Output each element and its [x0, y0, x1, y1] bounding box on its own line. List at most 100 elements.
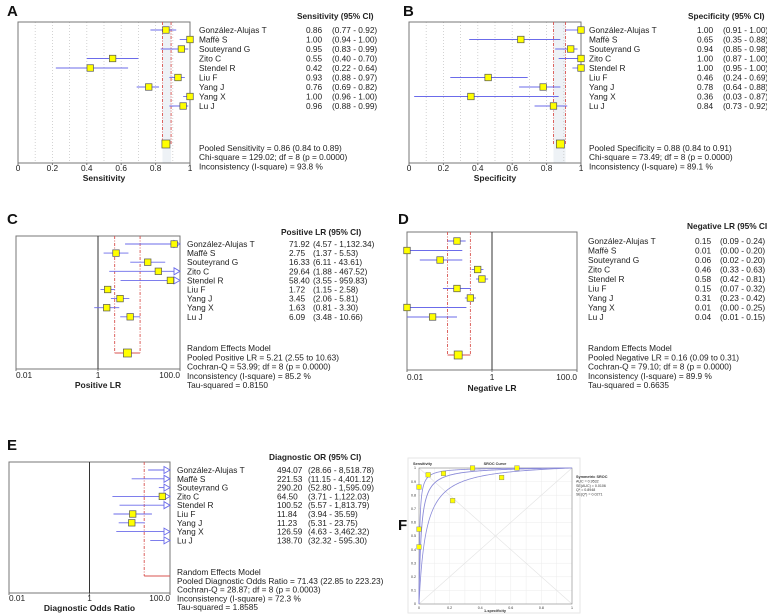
point-estimate-marker — [108, 54, 117, 63]
study-name: Souteyrand G — [588, 255, 639, 265]
study-row: Liu F 1.72 (1.15 - 2.58) — [100, 285, 358, 295]
point-estimate-marker — [154, 267, 162, 275]
ci-value: (4.57 - 1,132.34) — [313, 239, 375, 249]
x-tick-label: 0.01 — [9, 593, 26, 603]
x-tick-label: 0.4 — [478, 606, 483, 610]
study-row: Liu F 0.46 (0.24 - 0.69) — [450, 73, 767, 83]
study-row: González-Alujas T 494.07 (28.66 - 8,518.78… — [148, 465, 374, 475]
summary-line: Inconsistency (I-square) = 72.3 % — [177, 593, 301, 603]
estimate-value: 0.36 — [697, 92, 714, 102]
x-axis-label: Specificity — [474, 173, 517, 183]
study-row: Stendel R 58.40 (3.55 - 959.83) — [120, 275, 368, 285]
estimate-value: 0.46 — [697, 73, 714, 83]
study-name: González-Alujas T — [589, 25, 657, 35]
ci-value: (0.02 - 0.20) — [720, 255, 765, 265]
legend-stat: SE(AUC) = 0.0106 — [576, 484, 606, 488]
x-tick-label: 0.4 — [472, 163, 484, 173]
estimate-value: 0.84 — [697, 101, 714, 111]
study-name: Liu F — [588, 284, 606, 294]
study-name: Maffè S — [187, 248, 216, 258]
sroc-ci-curve — [418, 467, 573, 604]
estimate-value: 3.45 — [289, 294, 306, 304]
estimate-value: 58.40 — [289, 275, 310, 285]
study-point — [514, 465, 520, 471]
point-estimate-marker — [158, 492, 166, 500]
plot-frame — [408, 21, 582, 164]
ci-value: (52.80 - 1,595.09) — [308, 483, 374, 493]
study-point — [416, 484, 422, 490]
point-estimate-marker — [478, 275, 486, 283]
estimate-value: 0.93 — [306, 73, 323, 83]
ci-value: (2.06 - 5.81) — [313, 294, 358, 304]
ci-value: (0.91 - 1.00) — [723, 25, 767, 35]
panel-label: A — [7, 3, 18, 20]
study-row: Yang X 0.36 (0.03 - 0.87) — [414, 92, 767, 102]
study-row: Souteyrand G 0.95 (0.83 - 0.99) — [160, 44, 377, 54]
column-header: Diagnostic OR (95% CI) — [269, 452, 361, 462]
point-estimate-marker — [86, 64, 94, 72]
estimate-value: 0.15 — [695, 284, 712, 294]
study-name: Stendel R — [177, 500, 213, 510]
x-tick-label: 0.6 — [508, 606, 513, 610]
pooled-ci-band — [162, 22, 172, 163]
point-estimate-marker — [484, 73, 492, 82]
estimate-value: 290.20 — [277, 483, 303, 493]
pooled-ci-lines — [553, 22, 566, 144]
panel-f: F 0 0.1 0.2 0.3 0.4 0.5 0.6 0.7 0.8 0.9 1 0 0.2 0.4 0.6… — [398, 457, 608, 614]
summary-line: Inconsistency (I-square) = 93.8 % — [199, 161, 323, 171]
x-tick-label: 100.0 — [159, 370, 180, 380]
point-estimate-marker — [474, 265, 482, 274]
study-name: Zito C — [589, 54, 611, 64]
estimate-value: 0.86 — [306, 25, 323, 35]
study-row: Souteyrand G 290.20 (52.80 - 1,595.09) — [158, 483, 374, 493]
estimate-value: 1.00 — [697, 63, 714, 73]
study-row: Lu J 0.84 (0.73 - 0.92) — [534, 101, 767, 111]
estimate-value: 2.75 — [289, 248, 306, 258]
ci-value: (0.33 - 0.63) — [720, 265, 765, 275]
x-tick-label: 0.01 — [407, 372, 424, 382]
summary-line: Random Effects Model — [588, 343, 672, 353]
estimate-value: 16.33 — [289, 257, 310, 267]
x-tick-label: 1 — [571, 606, 573, 610]
study-point — [440, 470, 446, 476]
study-point — [416, 526, 422, 532]
panel-label: C — [7, 211, 18, 228]
ci-value: (0.42 - 0.81) — [720, 274, 765, 284]
estimate-value: 0.01 — [695, 303, 712, 313]
study-row: Liu F 0.15 (0.07 - 0.32) — [442, 284, 765, 294]
ci-value: (0.23 - 0.42) — [720, 293, 765, 303]
ci-value: (3.48 - 10.66) — [313, 312, 363, 322]
estimate-value: 221.53 — [277, 474, 303, 484]
estimate-value: 1.72 — [289, 285, 306, 295]
ci-arrow — [163, 527, 171, 536]
x-tick-label: 0.6 — [506, 163, 518, 173]
plot-frame — [418, 467, 573, 605]
study-row: González-Alujas T 0.15 (0.09 - 0.24) — [447, 236, 765, 246]
estimate-value: 138.70 — [277, 535, 303, 545]
ci-value: (3.94 - 35.59) — [308, 509, 358, 519]
estimate-value: 1.63 — [289, 303, 306, 313]
study-name: Stendel R — [588, 274, 624, 284]
y-tick-label: 0.6 — [411, 521, 416, 525]
study-name: Souteyrand G — [187, 257, 238, 267]
x-tick-label: 0.4 — [81, 163, 93, 173]
ci-value: (0.00 - 0.20) — [720, 246, 765, 256]
study-name: Liu F — [199, 73, 217, 83]
estimate-value: 126.59 — [277, 527, 303, 537]
x-tick-label: 0 — [407, 163, 412, 173]
pooled-estimate-marker — [161, 139, 171, 149]
panel-e: E González-Alujas T 494.07 (28.66 - 8,518.7… — [7, 437, 384, 613]
chart-title: SROC Curve — [484, 462, 507, 466]
y-axis-label: Sensitivity — [413, 462, 433, 466]
summary-line: Pooled Positive LR = 5.21 (2.55 to 10.63… — [187, 352, 339, 362]
ci-value: (5.31 - 23.75) — [308, 518, 358, 528]
point-estimate-marker — [174, 73, 182, 82]
ci-value: (0.77 - 0.92) — [332, 25, 377, 35]
study-row: Yang X 1.00 (0.96 - 1.00) — [183, 92, 377, 102]
study-row: Maffè S 2.75 (1.37 - 5.53) — [103, 248, 358, 258]
x-axis-label: 1-specificity — [484, 609, 507, 613]
ci-arrow — [173, 267, 181, 276]
point-estimate-marker — [179, 102, 187, 110]
x-tick-label: 0.2 — [47, 163, 59, 173]
y-tick-label: 0.9 — [411, 480, 416, 484]
